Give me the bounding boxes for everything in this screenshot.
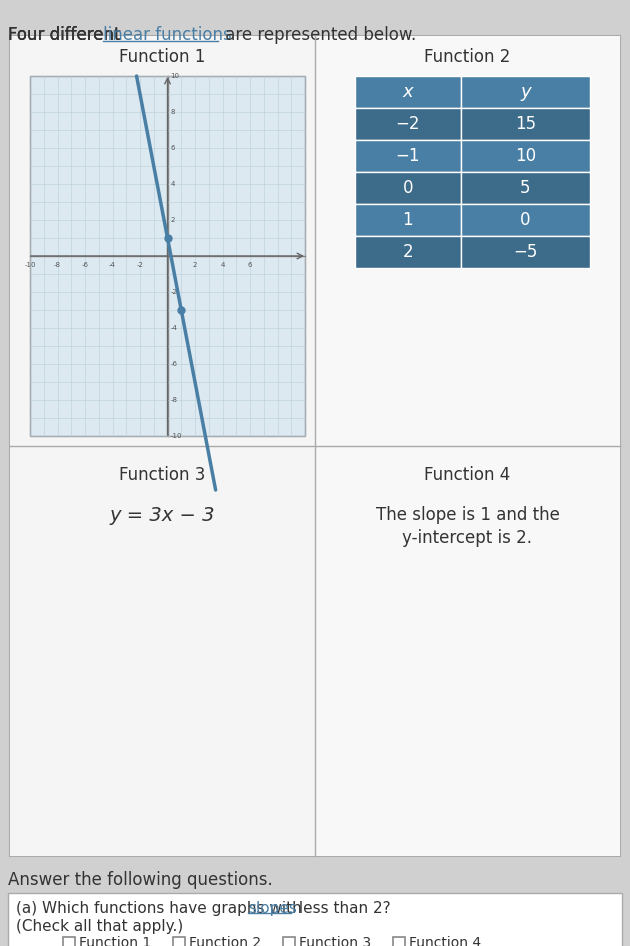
Text: 10: 10 <box>171 73 180 79</box>
Bar <box>355 204 461 236</box>
Text: -4: -4 <box>171 325 178 331</box>
Text: 0: 0 <box>520 211 530 229</box>
Text: Function 3: Function 3 <box>119 466 205 484</box>
Text: Function 1: Function 1 <box>79 936 151 946</box>
Bar <box>355 172 461 204</box>
Bar <box>283 937 295 946</box>
Text: Four different: Four different <box>8 26 126 44</box>
Text: x: x <box>403 83 413 101</box>
Text: (a) Which functions have graphs with: (a) Which functions have graphs with <box>16 901 307 916</box>
Text: 8: 8 <box>171 109 175 115</box>
Text: Function 4: Function 4 <box>425 466 511 484</box>
Text: 4: 4 <box>220 262 225 268</box>
Bar <box>461 76 590 108</box>
Text: Four different: Four different <box>8 26 126 44</box>
Text: −5: −5 <box>513 243 537 261</box>
Text: The slope is 1 and the: The slope is 1 and the <box>375 506 559 524</box>
Text: 2: 2 <box>403 243 413 261</box>
Text: 0: 0 <box>403 179 413 197</box>
Text: linear functions: linear functions <box>103 26 232 44</box>
Text: 4: 4 <box>171 181 175 187</box>
Text: 2: 2 <box>193 262 197 268</box>
Text: Answer the following questions.: Answer the following questions. <box>8 871 273 889</box>
Bar <box>173 937 185 946</box>
Text: -6: -6 <box>81 262 88 268</box>
Text: -4: -4 <box>109 262 116 268</box>
Bar <box>393 937 405 946</box>
Bar <box>10 36 315 446</box>
Text: −1: −1 <box>396 147 420 165</box>
Bar <box>355 140 461 172</box>
Text: Function 4: Function 4 <box>409 936 481 946</box>
Text: Function 1: Function 1 <box>119 48 205 66</box>
Text: -8: -8 <box>171 397 178 403</box>
Text: -10: -10 <box>171 433 182 439</box>
Text: Function 2: Function 2 <box>189 936 261 946</box>
Bar <box>461 108 590 140</box>
Bar <box>461 236 590 268</box>
Bar <box>315 36 620 446</box>
Text: −2: −2 <box>396 115 420 133</box>
Text: -6: -6 <box>171 361 178 367</box>
Bar <box>8 893 622 946</box>
Bar <box>10 36 620 856</box>
Text: 6: 6 <box>248 262 252 268</box>
Bar <box>355 108 461 140</box>
Text: y: y <box>520 83 530 101</box>
Text: y-intercept is 2.: y-intercept is 2. <box>403 529 532 547</box>
Text: are represented below.: are represented below. <box>220 26 416 44</box>
Bar <box>30 76 305 436</box>
Text: Function 2: Function 2 <box>425 48 511 66</box>
Text: -8: -8 <box>54 262 61 268</box>
Bar <box>461 204 590 236</box>
Text: 5: 5 <box>520 179 530 197</box>
Text: -10: -10 <box>24 262 36 268</box>
Text: y = 3x − 3: y = 3x − 3 <box>110 506 215 525</box>
Text: 6: 6 <box>171 145 175 151</box>
Text: 15: 15 <box>515 115 536 133</box>
Text: -2: -2 <box>171 289 178 295</box>
Bar <box>63 937 75 946</box>
Text: 10: 10 <box>515 147 536 165</box>
Bar <box>355 76 461 108</box>
Text: 2: 2 <box>171 217 175 223</box>
Bar <box>10 446 315 856</box>
Text: (Check all that apply.): (Check all that apply.) <box>16 919 183 934</box>
Text: -2: -2 <box>137 262 144 268</box>
Bar <box>461 172 590 204</box>
Bar <box>315 446 620 856</box>
Text: Function 3: Function 3 <box>299 936 371 946</box>
Text: less than 2?: less than 2? <box>294 901 391 916</box>
Text: Four different: Four different <box>8 26 126 44</box>
Text: 1: 1 <box>403 211 413 229</box>
Bar <box>355 236 461 268</box>
Text: slopes: slopes <box>248 901 297 916</box>
Bar <box>461 140 590 172</box>
